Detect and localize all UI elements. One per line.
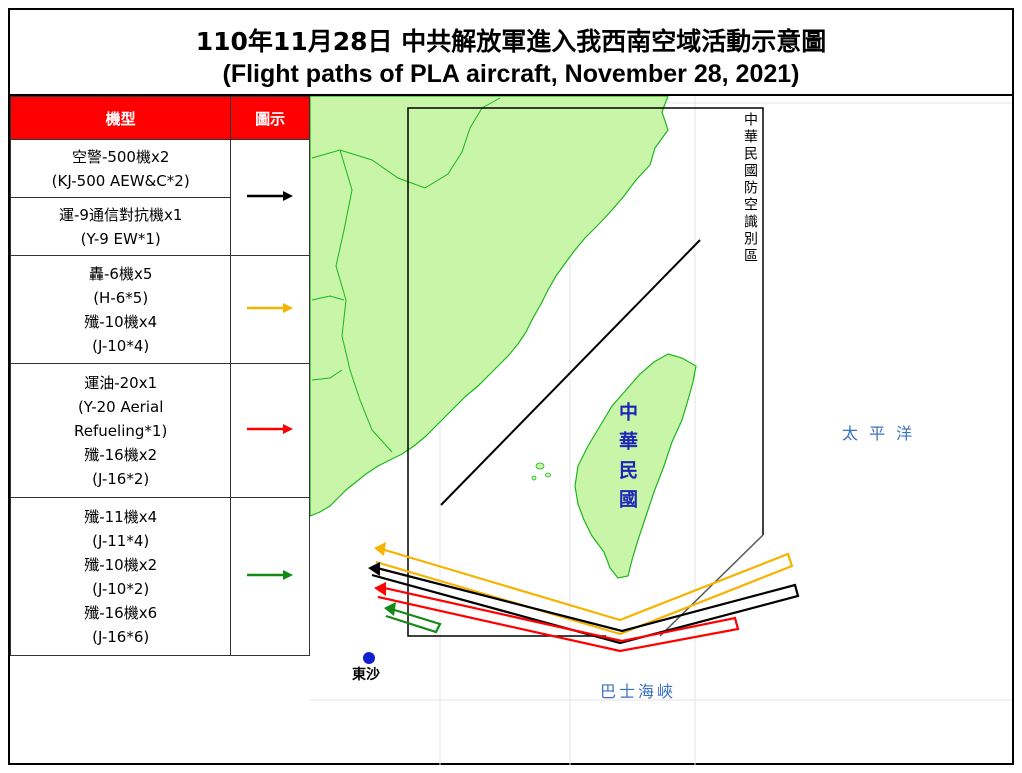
legend-row-j11-j10-j16: 殲-11機x4 (J-11*4) 殲-10機x2 (J-10*2) 殲-16機x… xyxy=(9,497,232,656)
bashi-channel-label: 巴士海峽 xyxy=(600,682,677,701)
legend-header-type: 機型 xyxy=(9,96,232,140)
dongsha-label: 東沙 xyxy=(352,667,380,683)
dongsha-marker xyxy=(363,652,375,664)
legend-row-h6-j10: 轟-6機x5 (H-6*5) 殲-10機x4 (J-10*4) xyxy=(9,255,232,364)
title-chinese: 110年11月28日 中共解放軍進入我西南空域活動示意圖 xyxy=(195,27,827,56)
legend-row-y9: 運-9通信對抗機x1 (Y-9 EW*1) xyxy=(9,197,232,256)
red-flight-path xyxy=(377,585,740,653)
legend-row-kj500: 空警-500機x2 (KJ-500 AEW&C*2) xyxy=(9,139,232,198)
legend: 機型 圖示 空警-500機x2 (KJ-500 AEW&C*2) 運-9通信對抗… xyxy=(9,96,310,656)
taiwan-label: 中華民國 xyxy=(616,402,638,518)
legend-symbol-green xyxy=(230,497,310,656)
legend-symbol-red xyxy=(230,363,310,498)
yellow-flight-path xyxy=(375,546,794,636)
taiwan-island xyxy=(574,353,697,579)
pacific-ocean-label: 太 平 洋 xyxy=(842,424,916,443)
green-flight-path xyxy=(385,606,442,634)
legend-table: 機型 圖示 空警-500機x2 (KJ-500 AEW&C*2) 運-9通信對抗… xyxy=(9,96,310,656)
province-borders xyxy=(311,97,501,453)
flight-paths xyxy=(371,546,800,653)
adiz-boundary-diagonal xyxy=(659,534,764,637)
penghu-islands xyxy=(531,462,551,481)
mainland-china xyxy=(309,95,669,517)
title-english: (Flight paths of PLA aircraft, November … xyxy=(222,60,800,88)
legend-symbol-yellow xyxy=(230,255,310,364)
flight-path-arrowheads xyxy=(368,542,396,616)
title-box: 110年11月28日 中共解放軍進入我西南空域活動示意圖 (Flight pat… xyxy=(8,8,1014,96)
median-line xyxy=(440,239,701,506)
adiz-label: 中華民國防空識別區 xyxy=(742,112,758,265)
adiz-boundary xyxy=(407,107,764,637)
legend-row-y20-j16: 運油-20x1 (Y-20 Aerial Refueling*1) 殲-16機x… xyxy=(9,363,232,498)
legend-symbol-black xyxy=(230,139,310,256)
legend-header-symbol: 圖示 xyxy=(230,96,310,140)
